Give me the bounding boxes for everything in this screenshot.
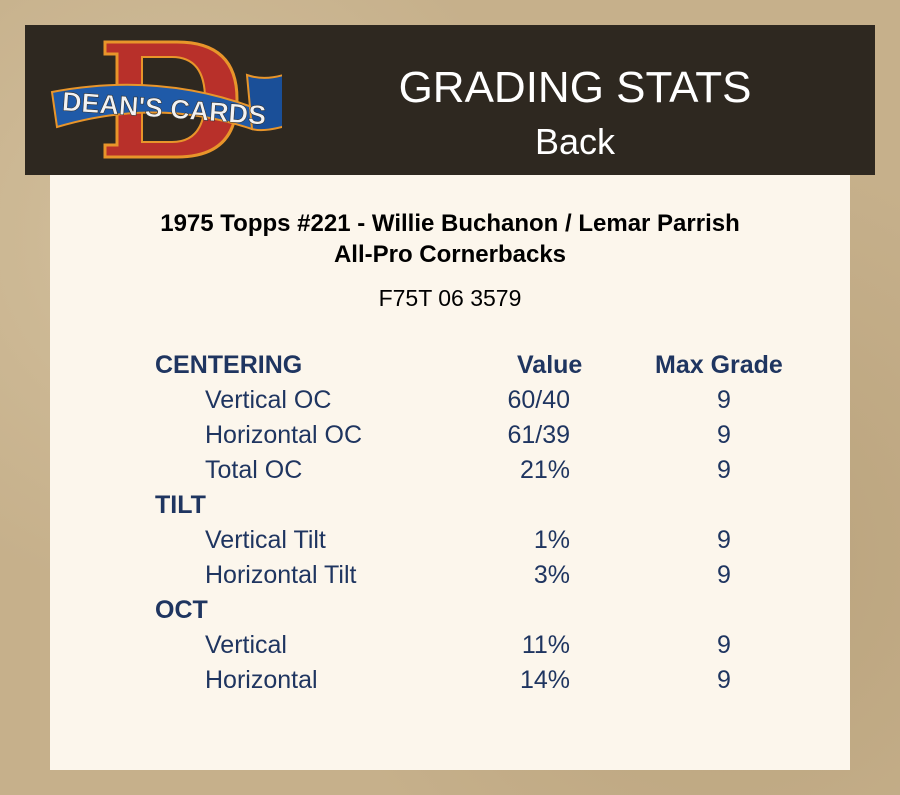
stats-panel: 1975 Topps #221 - Willie Buchanon / Lema… [50, 175, 850, 770]
section-name: TILT [155, 491, 206, 519]
page-subtitle: Back [534, 121, 616, 162]
header-banner: DEAN'S CARDS GRADING STATS Back [25, 25, 875, 175]
table-row: Horizontal Tilt 3% 9 [50, 561, 850, 596]
row-label: Total OC [205, 456, 303, 484]
row-max-grade: 9 [717, 421, 731, 449]
row-label: Vertical Tilt [205, 526, 326, 554]
row-max-grade: 9 [717, 561, 731, 589]
row-value: 14% [519, 666, 570, 694]
table-row: Horizontal 14% 9 [50, 666, 850, 701]
row-label: Horizontal OC [205, 421, 362, 449]
section-header: CENTERING Value Max Grade [50, 351, 850, 386]
row-max-grade: 9 [717, 386, 731, 414]
page-title: GRADING STATS [398, 63, 752, 112]
row-max-grade: 9 [717, 666, 731, 694]
table-row: Vertical Tilt 1% 9 [50, 526, 850, 561]
row-label: Horizontal [205, 666, 318, 694]
row-label: Vertical [205, 631, 287, 659]
row-value: 11% [521, 631, 570, 659]
row-max-grade: 9 [717, 456, 731, 484]
section-name: CENTERING [155, 351, 303, 379]
row-value: 61/39 [507, 421, 570, 449]
table-row: Horizontal OC 61/39 9 [50, 421, 850, 456]
deans-cards-logo: DEAN'S CARDS [50, 40, 282, 159]
section-header: OCT [50, 596, 850, 631]
value-column-header: Value [517, 351, 583, 379]
section-header: TILT [50, 491, 850, 526]
row-value: 21% [519, 456, 570, 484]
row-max-grade: 9 [717, 631, 731, 659]
table-row: Total OC 21% 9 [50, 456, 850, 491]
table-row: Vertical OC 60/40 9 [50, 386, 850, 421]
max-grade-column-header: Max Grade [655, 351, 783, 379]
table-row: Vertical 11% 9 [50, 631, 850, 666]
cert-number: F75T 06 3579 [378, 285, 522, 311]
card-subtitle: All-Pro Cornerbacks [333, 241, 567, 268]
section-name: OCT [155, 596, 208, 624]
row-value: 3% [533, 561, 570, 589]
row-max-grade: 9 [717, 526, 731, 554]
row-value: 60/40 [507, 386, 570, 414]
row-label: Horizontal Tilt [205, 561, 357, 589]
card-title: 1975 Topps #221 - Willie Buchanon / Lema… [160, 210, 740, 237]
row-value: 1% [533, 526, 570, 554]
row-label: Vertical OC [205, 386, 332, 414]
